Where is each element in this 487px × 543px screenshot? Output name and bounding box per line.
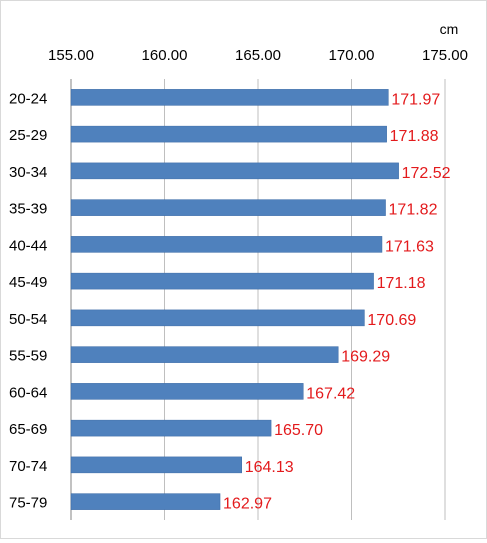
bar [70,162,399,180]
value-label: 170.69 [367,312,416,329]
x-tick-label: 175.00 [422,47,468,64]
category-label: 25-29 [9,127,47,144]
bar [70,89,389,106]
value-label: 169.29 [341,349,390,366]
bar [70,383,304,400]
x-tick-label: 170.00 [329,47,375,64]
gridlines [70,79,446,520]
category-label: 20-24 [9,90,47,107]
category-label: 30-34 [9,164,47,181]
value-label: 171.18 [377,275,426,292]
value-label: 162.97 [223,496,272,513]
bar [70,456,242,474]
x-tick-label: 155.00 [48,47,94,64]
value-label: 172.52 [402,165,451,182]
value-label: 171.63 [385,238,434,255]
bar [70,272,374,290]
category-label: 60-64 [9,384,47,401]
x-tick-label: 165.00 [235,47,281,64]
unit-label: cm [440,21,459,37]
bar [70,125,387,143]
category-label: 65-69 [9,421,47,438]
bar [70,199,386,216]
category-label: 45-49 [9,274,47,291]
bar [70,493,221,510]
category-label: 35-39 [9,201,47,218]
category-label: 70-74 [9,458,47,475]
value-label: 171.97 [391,91,440,108]
value-label: 171.88 [390,128,439,145]
bar [70,309,365,327]
category-label: 75-79 [9,495,47,512]
bar [70,346,339,363]
category-label: 40-44 [9,237,47,254]
value-label: 164.13 [245,459,294,476]
value-label: 167.42 [306,385,355,402]
bars [70,89,399,510]
bar [70,236,383,253]
category-label: 50-54 [9,311,47,328]
labels: 155.00 160.00 165.00 170.00 175.00 20-24 171.9… [9,47,468,513]
category-label: 55-59 [9,348,47,365]
value-label: 171.82 [389,202,438,219]
x-tick-label: 160.00 [142,47,188,64]
value-label: 165.70 [274,422,323,439]
bar [70,419,272,437]
